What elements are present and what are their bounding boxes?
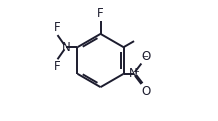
Text: N: N (62, 41, 70, 54)
Text: −: − (141, 52, 148, 61)
Text: F: F (54, 21, 60, 34)
Text: F: F (97, 7, 104, 20)
Text: N: N (129, 67, 138, 80)
Text: O: O (142, 85, 151, 98)
Text: O: O (142, 50, 151, 63)
Text: +: + (133, 67, 139, 76)
Text: F: F (54, 60, 60, 73)
